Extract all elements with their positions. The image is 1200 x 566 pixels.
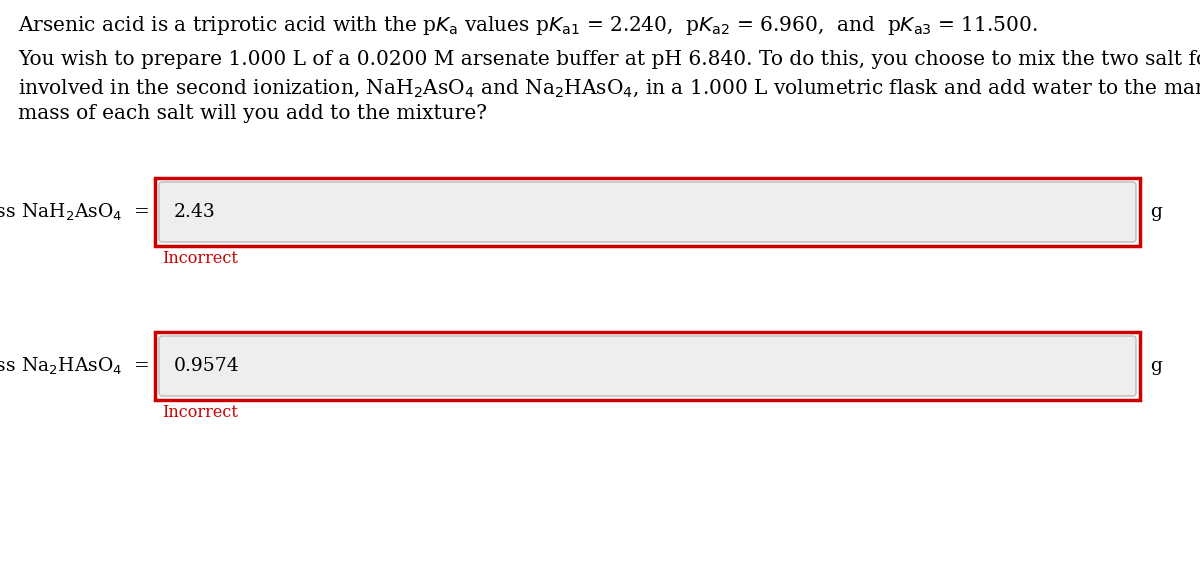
Text: 0.9574: 0.9574: [174, 357, 240, 375]
Text: mass of each salt will you add to the mixture?: mass of each salt will you add to the mi…: [18, 104, 487, 123]
Text: mass NaH$_2$AsO$_4$  =: mass NaH$_2$AsO$_4$ =: [0, 201, 149, 222]
Text: Arsenic acid is a triprotic acid with the p$K_\mathrm{a}$ values p$K_{\mathrm{a}: Arsenic acid is a triprotic acid with th…: [18, 14, 1038, 37]
Text: Incorrect: Incorrect: [162, 404, 238, 421]
FancyBboxPatch shape: [158, 336, 1136, 396]
Text: mass Na$_2$HAsO$_4$  =: mass Na$_2$HAsO$_4$ =: [0, 355, 149, 376]
FancyBboxPatch shape: [158, 182, 1136, 242]
Text: You wish to prepare 1.000 L of a 0.0200 M arsenate buffer at pH 6.840. To do thi: You wish to prepare 1.000 L of a 0.0200 …: [18, 50, 1200, 69]
FancyBboxPatch shape: [155, 178, 1140, 246]
Text: involved in the second ionization, NaH$_2$AsO$_4$ and Na$_2$HAsO$_4$, in a 1.000: involved in the second ionization, NaH$_…: [18, 77, 1200, 98]
Text: 2.43: 2.43: [174, 203, 216, 221]
FancyBboxPatch shape: [155, 332, 1140, 400]
Text: g: g: [1150, 357, 1162, 375]
Text: g: g: [1150, 203, 1162, 221]
Text: Incorrect: Incorrect: [162, 250, 238, 267]
